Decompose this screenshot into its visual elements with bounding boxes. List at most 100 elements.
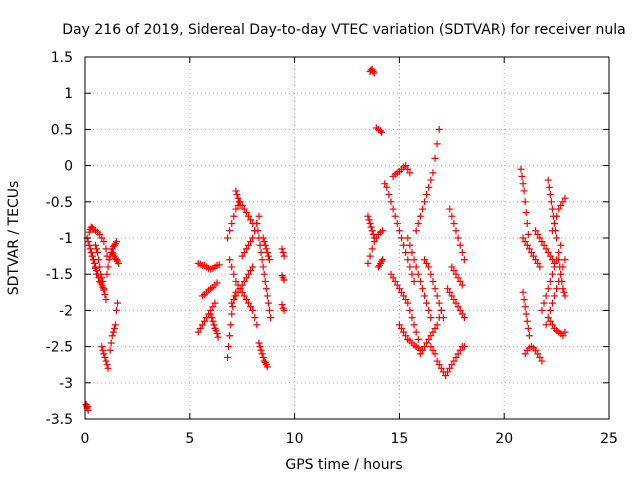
data-point [249,306,257,314]
data-point [553,285,561,293]
data-point [553,212,561,220]
data-point [431,325,439,332]
data-point [393,220,401,228]
data-point [544,285,552,293]
data-point [391,277,399,285]
data-point [395,321,403,329]
data-point [425,183,433,191]
data-point [229,303,237,311]
data-point [536,353,544,361]
data-point [242,245,250,253]
series-arc-u [255,339,271,371]
series-arc-k [194,259,223,273]
data-point [560,288,568,296]
data-point [240,248,248,256]
data-point [435,299,443,307]
data-point [84,406,92,414]
data-point [448,263,456,271]
data-point [238,252,246,260]
data-point [200,317,208,325]
series-arc-g [103,238,120,278]
data-point [257,248,265,256]
data-point [381,180,389,188]
data-point [225,343,233,351]
data-point [542,245,550,253]
data-point [247,267,255,275]
data-point [546,317,554,325]
data-point [94,248,102,256]
data-point [236,201,244,209]
data-point [425,263,433,271]
series-arc-i [108,248,123,267]
data-point [278,301,286,309]
data-point [532,227,540,235]
series-arc-f [98,343,112,372]
data-point [234,194,242,202]
data-point [555,256,563,264]
data-point [100,285,108,293]
data-point [364,212,372,220]
data-point [448,212,456,220]
data-point [538,357,546,365]
data-point [280,276,288,284]
data-point [446,205,454,213]
series-arc-as [519,234,544,271]
data-point [548,227,556,235]
data-point [279,248,287,256]
data-point [240,205,248,213]
series-arc-c [85,223,111,260]
data-point [228,310,236,318]
data-point [230,212,238,220]
data-point [84,238,92,246]
data-point [368,227,376,235]
data-point [414,220,422,228]
data-point [196,325,204,332]
data-point [557,241,565,249]
series-arc-at [519,288,533,340]
data-point [233,191,241,199]
series-arc-y [278,301,288,314]
data-point [524,325,532,332]
data-point [456,306,464,314]
data-point [561,328,569,336]
data-point [408,314,416,322]
data-point [561,194,569,202]
data-point [113,299,121,307]
series-arc-ae [381,180,418,285]
data-point [209,303,217,311]
data-point [108,332,116,340]
series-arc-ao [446,205,468,264]
data-point [456,241,464,249]
data-point [244,299,252,307]
data-point [262,245,270,253]
data-point [544,176,552,184]
data-point [397,288,405,296]
data-point [95,256,103,264]
data-point [379,256,387,264]
data-point [448,292,456,300]
data-point [102,245,110,253]
data-point [251,314,259,322]
data-point [91,241,99,249]
data-point [98,234,106,242]
data-point [519,288,527,296]
data-point [224,353,232,361]
data-point [421,343,429,351]
y-tick-label: -3.5 [46,412,73,428]
data-point [421,256,429,264]
data-point [418,346,426,354]
data-point [259,234,267,242]
data-point [210,321,218,329]
data-point [517,165,525,173]
x-axis-label: GPS time / hours [285,457,402,473]
y-tick-label: 0 [64,159,73,175]
data-point [456,277,464,285]
data-point [278,245,286,253]
data-point [450,267,458,275]
data-point [410,321,418,329]
data-point [395,285,403,293]
data-point [450,220,458,228]
data-point [226,256,234,264]
data-point [427,332,435,340]
